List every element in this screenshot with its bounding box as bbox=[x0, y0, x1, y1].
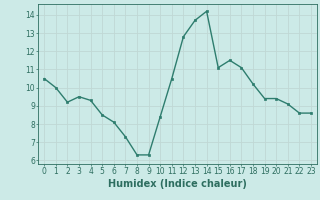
X-axis label: Humidex (Indice chaleur): Humidex (Indice chaleur) bbox=[108, 179, 247, 189]
